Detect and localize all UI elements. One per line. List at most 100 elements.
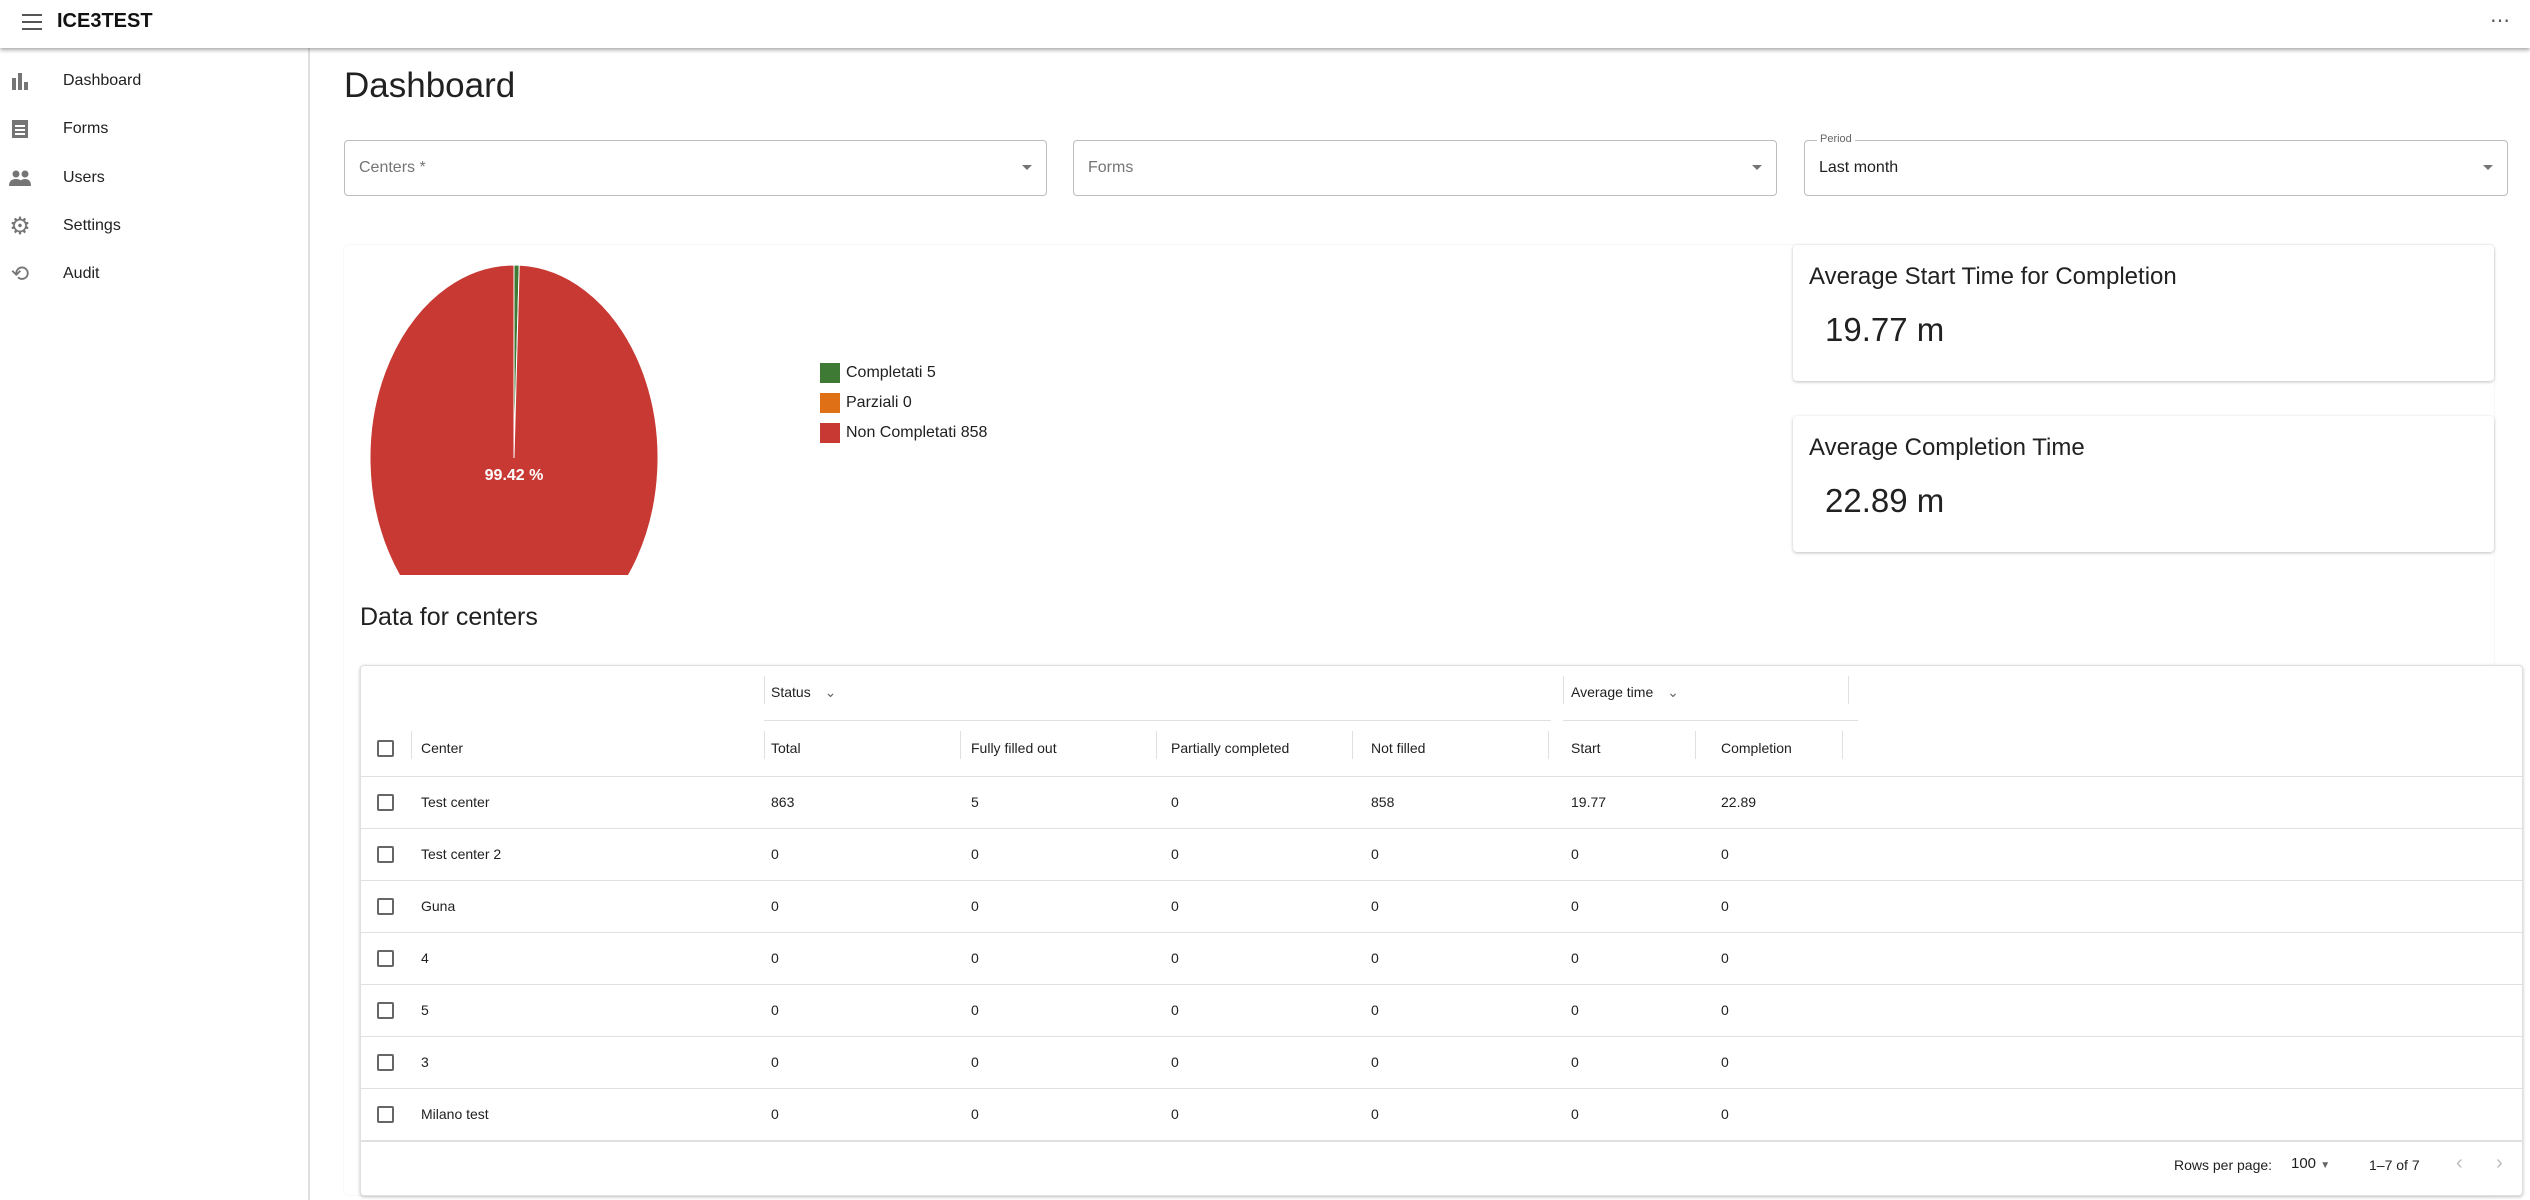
table-cell: 0 [1571, 950, 1579, 966]
row-checkbox[interactable] [377, 794, 394, 811]
centers-select[interactable]: Centers * [344, 140, 1047, 196]
table-row[interactable]: 4 0 0 0 0 0 0 [361, 933, 2522, 985]
group-average-time[interactable]: Average time ⌄ [1571, 684, 1679, 701]
more-options-icon[interactable]: ⋯ [2490, 10, 2510, 32]
sidebar-item-users[interactable]: Users [0, 155, 308, 201]
stat-card-start-time: Average Start Time for Completion 19.77 … [1793, 245, 2494, 381]
sidebar-item-label: Forms [63, 120, 109, 137]
table-cell: 858 [1371, 794, 1395, 810]
table-cell: 0 [1371, 1002, 1379, 1018]
rows-per-page-select[interactable]: 100 ▼ [2291, 1155, 2330, 1172]
table-cell: 863 [771, 794, 795, 810]
select-all-checkbox[interactable] [377, 740, 394, 757]
sidebar-item-forms[interactable]: Forms [0, 106, 308, 152]
legend-label: Non Completati 858 [846, 424, 988, 441]
table-row[interactable]: Test center 2 0 0 0 0 0 0 [361, 829, 2522, 881]
sidebar-item-audit[interactable]: ⟲ Audit [0, 251, 308, 297]
table-cell: 0 [1721, 846, 1729, 862]
group-status[interactable]: Status ⌄ [771, 684, 836, 701]
chart-legend: Completati 5 Parziali 0 Non Completati 8… [820, 358, 987, 448]
legend-item: Completati 5 [820, 358, 987, 388]
table-row[interactable]: 5 0 0 0 0 0 0 [361, 985, 2522, 1037]
next-page-button[interactable]: › [2496, 1152, 2503, 1174]
table-cell: 0 [1571, 1054, 1579, 1070]
pagination-range: 1–7 of 7 [2369, 1157, 2420, 1173]
table-row[interactable]: 3 0 0 0 0 0 0 [361, 1037, 2522, 1089]
stat-value: 22.89 m [1825, 482, 1945, 519]
table-cell: 0 [771, 950, 779, 966]
column-header[interactable]: Fully filled out [971, 740, 1057, 756]
table-cell: 0 [971, 950, 979, 966]
group-underline [764, 720, 1551, 721]
table-row[interactable]: Guna 0 0 0 0 0 0 [361, 881, 2522, 933]
menu-icon[interactable] [22, 14, 42, 30]
table-cell: 0 [1571, 846, 1579, 862]
chevron-down-icon [1022, 165, 1032, 170]
form-icon [8, 117, 32, 141]
legend-item: Parziali 0 [820, 388, 987, 418]
table-cell: 4 [421, 950, 429, 966]
stat-value: 19.77 m [1825, 311, 1945, 348]
table-cell: 0 [971, 1054, 979, 1070]
table-row[interactable]: Milano test 0 0 0 0 0 0 [361, 1089, 2522, 1141]
centers-placeholder: Centers * [359, 159, 426, 176]
column-header[interactable]: Completion [1721, 740, 1792, 756]
row-checkbox[interactable] [377, 898, 394, 915]
stat-title: Average Completion Time [1809, 434, 2085, 461]
table-cell: 0 [1171, 898, 1179, 914]
period-select[interactable]: Period Last month [1804, 133, 2508, 196]
row-checkbox[interactable] [377, 1054, 394, 1071]
forms-select[interactable]: Forms [1073, 140, 1777, 196]
prev-page-button[interactable]: ‹ [2456, 1152, 2463, 1174]
column-header[interactable]: Partially completed [1171, 740, 1290, 756]
row-checkbox[interactable] [377, 950, 394, 967]
row-checkbox[interactable] [377, 1106, 394, 1123]
row-checkbox[interactable] [377, 846, 394, 863]
stat-title: Average Start Time for Completion [1809, 263, 2177, 290]
chevron-down-icon [1752, 165, 1762, 170]
table-cell: 3 [421, 1054, 429, 1070]
chevron-down-icon: ⌄ [1667, 684, 1679, 700]
sidebar: Dashboard Forms Users ⚙ Settings ⟲ Audit [0, 48, 310, 1200]
table-cell: 0 [1371, 1106, 1379, 1122]
table-title: Data for centers [360, 603, 538, 631]
sidebar-item-settings[interactable]: ⚙ Settings [0, 203, 308, 249]
sidebar-item-dashboard[interactable]: Dashboard [0, 58, 308, 104]
gear-icon: ⚙ [9, 212, 31, 240]
table-cell: 22.89 [1721, 794, 1757, 810]
sidebar-item-label: Audit [63, 265, 100, 282]
chevron-down-icon: ⌄ [824, 684, 837, 700]
table-cell: Test center [421, 794, 490, 810]
column-header[interactable]: Start [1571, 740, 1601, 756]
pie-data-label: 99.42 % [485, 467, 544, 484]
table-cell: 0 [1571, 1106, 1579, 1122]
table-cell: 0 [771, 1054, 779, 1070]
table-cell: 0 [1721, 1054, 1729, 1070]
table-cell: Milano test [421, 1106, 489, 1122]
legend-label: Completati 5 [846, 364, 936, 381]
sidebar-item-label: Users [63, 169, 105, 186]
table-row[interactable]: Test center 863 5 0 858 19.77 22.89 [361, 777, 2522, 829]
table-cell: 0 [971, 846, 979, 862]
caret-down-icon: ▼ [2320, 1160, 2331, 1171]
column-header[interactable]: Center [421, 740, 464, 756]
rows-per-page-value: 100 [2291, 1155, 2317, 1172]
column-header[interactable]: Total [771, 740, 801, 756]
app-title: ICE3TEST [57, 10, 153, 32]
table-cell: Guna [421, 898, 456, 914]
legend-swatch [820, 393, 840, 413]
app-bar: ICE3TEST ⋯ [0, 0, 2530, 48]
group-label: Status [771, 684, 811, 700]
column-header[interactable]: Not filled [1371, 740, 1426, 756]
table-cell: 0 [1371, 950, 1379, 966]
row-checkbox[interactable] [377, 1002, 394, 1019]
table-cell: 0 [1171, 950, 1179, 966]
table-cell: 0 [971, 1106, 979, 1122]
sidebar-item-label: Dashboard [63, 72, 142, 89]
table-cell: 0 [1171, 1002, 1179, 1018]
users-icon [8, 166, 32, 190]
pie-slice-non-completati[interactable] [369, 264, 659, 575]
table-cell: Test center 2 [421, 846, 502, 862]
table-cell: 0 [771, 1002, 779, 1018]
table-cell: 0 [1371, 1054, 1379, 1070]
